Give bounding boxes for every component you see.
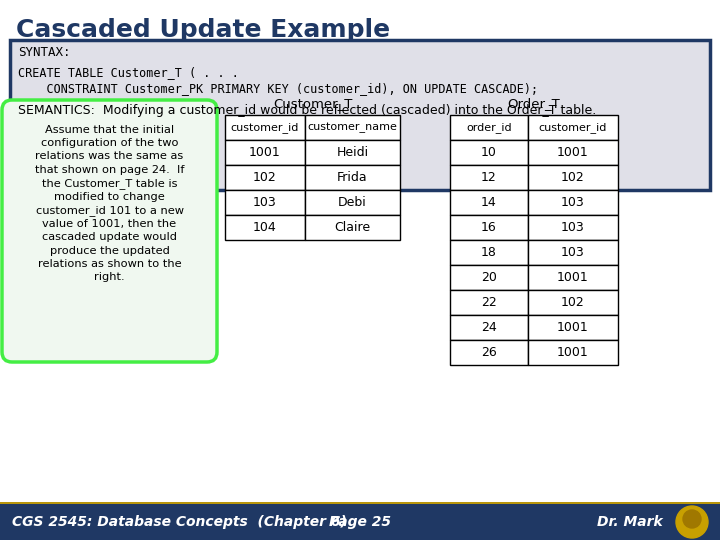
FancyBboxPatch shape: [2, 100, 217, 362]
Text: 1001: 1001: [557, 321, 589, 334]
Text: 103: 103: [561, 246, 585, 259]
Text: CGS 2545: Database Concepts  (Chapter 6): CGS 2545: Database Concepts (Chapter 6): [12, 515, 347, 529]
Text: 22: 22: [481, 296, 497, 309]
Bar: [528, 140, 618, 165]
Text: 12: 12: [481, 171, 497, 184]
Text: Assume that the initial
configuration of the two
relations was the same as
that : Assume that the initial configuration of…: [35, 125, 184, 282]
Bar: [0, 502, 720, 504]
Bar: [305, 190, 400, 215]
Bar: [528, 265, 618, 290]
Text: Debi: Debi: [338, 196, 367, 209]
Bar: [450, 340, 528, 365]
Text: 10: 10: [481, 146, 497, 159]
Text: customer_id: customer_id: [231, 122, 300, 133]
Bar: [528, 165, 618, 190]
Text: Page 25: Page 25: [329, 515, 391, 529]
Bar: [225, 190, 305, 215]
Text: Cascaded Update Example: Cascaded Update Example: [16, 18, 390, 42]
Text: customer_name: customer_name: [307, 122, 397, 133]
Bar: [528, 315, 618, 340]
Bar: [450, 140, 528, 165]
Text: 24: 24: [481, 321, 497, 334]
Text: 14: 14: [481, 196, 497, 209]
Text: Customer_T: Customer_T: [273, 97, 352, 110]
Bar: [0, 504, 720, 540]
Text: 26: 26: [481, 346, 497, 359]
Bar: [450, 265, 528, 290]
Bar: [305, 140, 400, 165]
Text: 102: 102: [253, 171, 277, 184]
Bar: [450, 215, 528, 240]
Text: Heidi: Heidi: [336, 146, 369, 159]
Bar: [528, 215, 618, 240]
Text: 1001: 1001: [557, 271, 589, 284]
Text: 102: 102: [561, 171, 585, 184]
Text: 16: 16: [481, 221, 497, 234]
Text: 103: 103: [561, 221, 585, 234]
Text: 1001: 1001: [557, 346, 589, 359]
Text: SEMANTICS:  Modifying a customer_id would be reflected (cascaded) into the Order: SEMANTICS: Modifying a customer_id would…: [18, 104, 596, 117]
Circle shape: [676, 506, 708, 538]
Bar: [450, 290, 528, 315]
Bar: [450, 115, 528, 140]
Text: 102: 102: [561, 296, 585, 309]
Bar: [450, 165, 528, 190]
Bar: [305, 215, 400, 240]
Bar: [528, 190, 618, 215]
Bar: [305, 115, 400, 140]
Bar: [225, 115, 305, 140]
Bar: [528, 240, 618, 265]
Bar: [225, 165, 305, 190]
Text: 18: 18: [481, 246, 497, 259]
Bar: [225, 215, 305, 240]
Text: Dr. Mark: Dr. Mark: [597, 515, 663, 529]
Text: 1001: 1001: [557, 146, 589, 159]
Bar: [450, 315, 528, 340]
Text: 20: 20: [481, 271, 497, 284]
Bar: [528, 340, 618, 365]
Text: 103: 103: [253, 196, 277, 209]
Text: order_id: order_id: [466, 122, 512, 133]
Bar: [225, 140, 305, 165]
Text: customer_id: customer_id: [539, 122, 607, 133]
Text: 1001: 1001: [249, 146, 281, 159]
Text: Claire: Claire: [334, 221, 371, 234]
Bar: [305, 165, 400, 190]
Text: Order_T: Order_T: [508, 97, 560, 110]
Text: CREATE TABLE Customer_T ( . . .: CREATE TABLE Customer_T ( . . .: [18, 66, 239, 79]
Bar: [528, 290, 618, 315]
Bar: [528, 115, 618, 140]
Circle shape: [683, 510, 701, 528]
Text: Frida: Frida: [337, 171, 368, 184]
Text: SYNTAX:: SYNTAX:: [18, 46, 71, 59]
Bar: [450, 190, 528, 215]
Text: CONSTRAINT Customer_PK PRIMARY KEY (customer_id), ON UPDATE CASCADE);: CONSTRAINT Customer_PK PRIMARY KEY (cust…: [18, 82, 538, 95]
Bar: [450, 240, 528, 265]
FancyBboxPatch shape: [10, 40, 710, 190]
Text: 103: 103: [561, 196, 585, 209]
Text: 104: 104: [253, 221, 277, 234]
